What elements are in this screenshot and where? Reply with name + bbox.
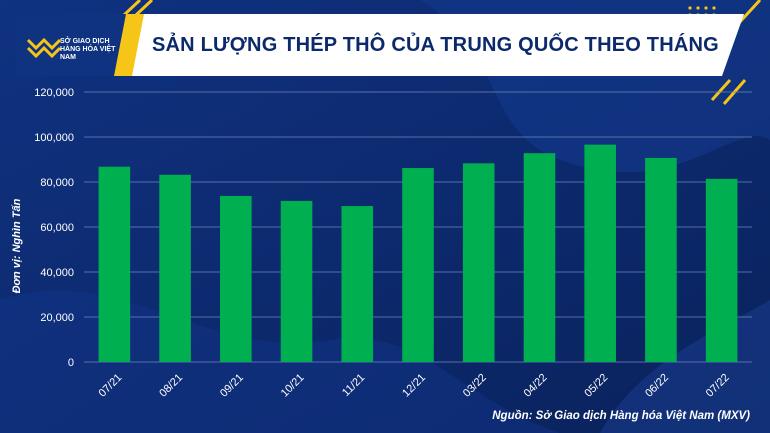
bar <box>584 144 616 362</box>
banner-shape <box>16 14 744 76</box>
title-banner <box>16 14 744 76</box>
y-tick-label: 100,000 <box>34 132 74 144</box>
chart-title: SẢN LƯỢNG THÉP THÔ CỦA TRUNG QUỐC THEO T… <box>152 34 719 56</box>
x-tick-label: 07/22 <box>704 372 732 400</box>
bar <box>159 174 191 362</box>
x-tick-label: 12/21 <box>400 372 428 400</box>
bar <box>280 200 313 362</box>
bar <box>220 195 252 362</box>
x-tick-label: 10/21 <box>279 372 307 400</box>
x-tick-label: 03/22 <box>461 372 489 400</box>
y-tick-label: 80,000 <box>40 177 74 189</box>
x-tick-label: 11/21 <box>340 372 367 399</box>
x-tick-label: 08/21 <box>157 372 185 400</box>
bar <box>341 206 374 362</box>
y-tick-label: 0 <box>68 357 74 369</box>
exchange-logo-icon <box>26 37 62 58</box>
logo-text: SỞ GIAO DỊCH HÀNG HÓA VIỆT NAM <box>60 38 116 61</box>
y-tick-label: 40,000 <box>40 267 74 279</box>
x-tick-label: 07/21 <box>97 372 125 400</box>
x-tick-label: 04/22 <box>522 372 550 400</box>
bar <box>402 168 434 362</box>
y-tick-label: 60,000 <box>40 222 74 234</box>
y-axis-label: Đơn vị: Nghìn Tấn <box>11 198 23 294</box>
x-tick-label: 09/21 <box>218 372 246 400</box>
source-note: Nguồn: Sở Giao dịch Hàng hóa Việt Nam (M… <box>492 410 750 422</box>
bar <box>645 157 677 362</box>
x-tick-label: 05/22 <box>582 372 610 400</box>
y-tick-label: 20,000 <box>40 312 74 324</box>
bar <box>98 166 131 362</box>
bar <box>705 178 738 362</box>
x-tick-label: 06/22 <box>643 372 671 400</box>
bar <box>523 153 556 362</box>
bar <box>462 163 495 362</box>
y-tick-label: 120,000 <box>34 87 74 99</box>
